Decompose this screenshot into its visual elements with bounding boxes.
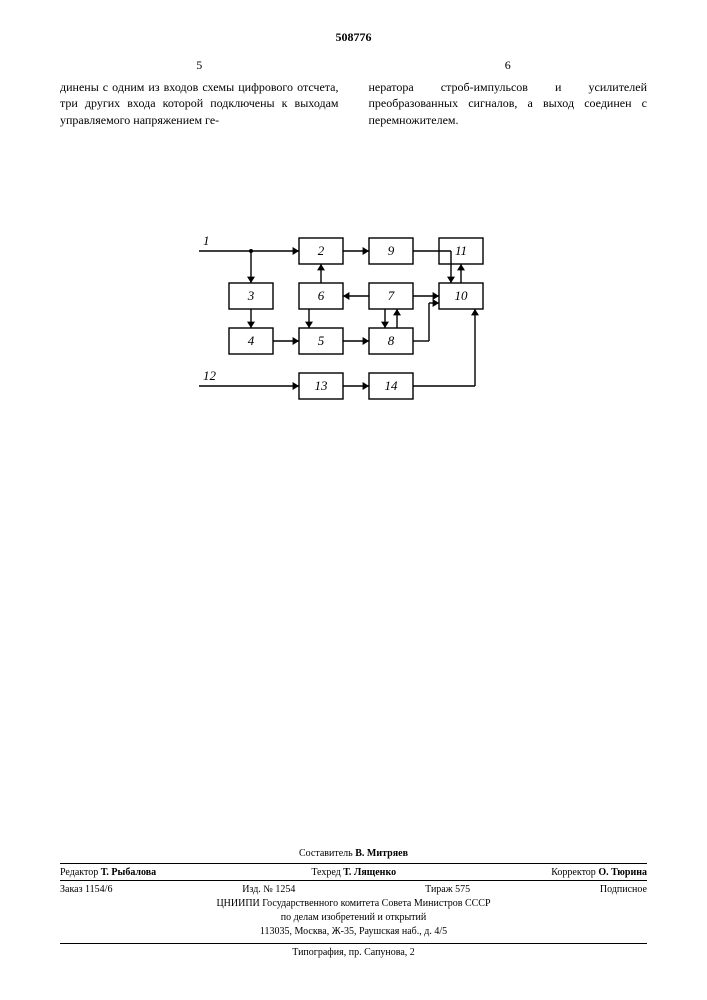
svg-text:13: 13 <box>314 378 328 393</box>
order-line: Заказ 1154/6 Изд. № 1254 Тираж 575 Подпи… <box>60 880 647 897</box>
svg-text:10: 10 <box>454 288 468 303</box>
svg-text:3: 3 <box>246 288 254 303</box>
svg-text:8: 8 <box>387 333 394 348</box>
right-column: 6 нератора строб-импульсов и усилителей … <box>369 57 648 128</box>
typography-line: Типография, пр. Сапунова, 2 <box>60 943 647 960</box>
svg-text:12: 12 <box>203 368 217 383</box>
svg-text:1: 1 <box>203 233 210 248</box>
svg-text:11: 11 <box>454 243 466 258</box>
page-number-left: 5 <box>60 57 339 73</box>
corrector: Корректор О. Тюрина <box>551 866 647 880</box>
compiler-name: В. Митряев <box>355 848 408 859</box>
document-number: 508776 <box>60 30 647 45</box>
org-line: ЦНИИПИ Государственного комитета Совета … <box>60 897 647 911</box>
staff-line: Редактор Т. Рыбалова Техред Т. Лященко К… <box>60 863 647 880</box>
svg-text:2: 2 <box>317 243 324 258</box>
diagram-container: 1 12 2 9 11 3 6 7 10 4 5 8 13 14 <box>60 218 647 418</box>
izd: Изд. № 1254 <box>242 883 295 897</box>
svg-text:4: 4 <box>247 333 254 348</box>
left-column: 5 динены с одним из входов схемы цифрово… <box>60 57 339 128</box>
svg-text:14: 14 <box>384 378 398 393</box>
address-line: 113035, Москва, Ж-35, Раушская наб., д. … <box>60 925 647 939</box>
order: Заказ 1154/6 <box>60 883 112 897</box>
svg-text:9: 9 <box>387 243 394 258</box>
compiler-label: Составитель <box>299 848 353 859</box>
svg-text:5: 5 <box>317 333 324 348</box>
org-line-2: по делам изобретений и открытий <box>60 911 647 925</box>
svg-text:6: 6 <box>317 288 324 303</box>
page-number-right: 6 <box>369 57 648 73</box>
block-diagram: 1 12 2 9 11 3 6 7 10 4 5 8 13 14 <box>139 218 569 418</box>
tech: Техред Т. Лященко <box>311 866 396 880</box>
left-text: динены с одним из входов схемы цифрового… <box>60 79 339 128</box>
editor: Редактор Т. Рыбалова <box>60 866 156 880</box>
text-columns: 5 динены с одним из входов схемы цифрово… <box>60 57 647 128</box>
page: 508776 5 динены с одним из входов схемы … <box>0 0 707 1000</box>
svg-text:7: 7 <box>387 288 394 303</box>
tiraz: Тираж 575 <box>425 883 470 897</box>
podpisnoe: Подписное <box>600 883 647 897</box>
right-text: нератора строб-импульсов и усилителей пр… <box>369 79 648 128</box>
footer: Составитель В. Митряев Редактор Т. Рыбал… <box>60 847 647 960</box>
compiler-line: Составитель В. Митряев <box>60 847 647 861</box>
